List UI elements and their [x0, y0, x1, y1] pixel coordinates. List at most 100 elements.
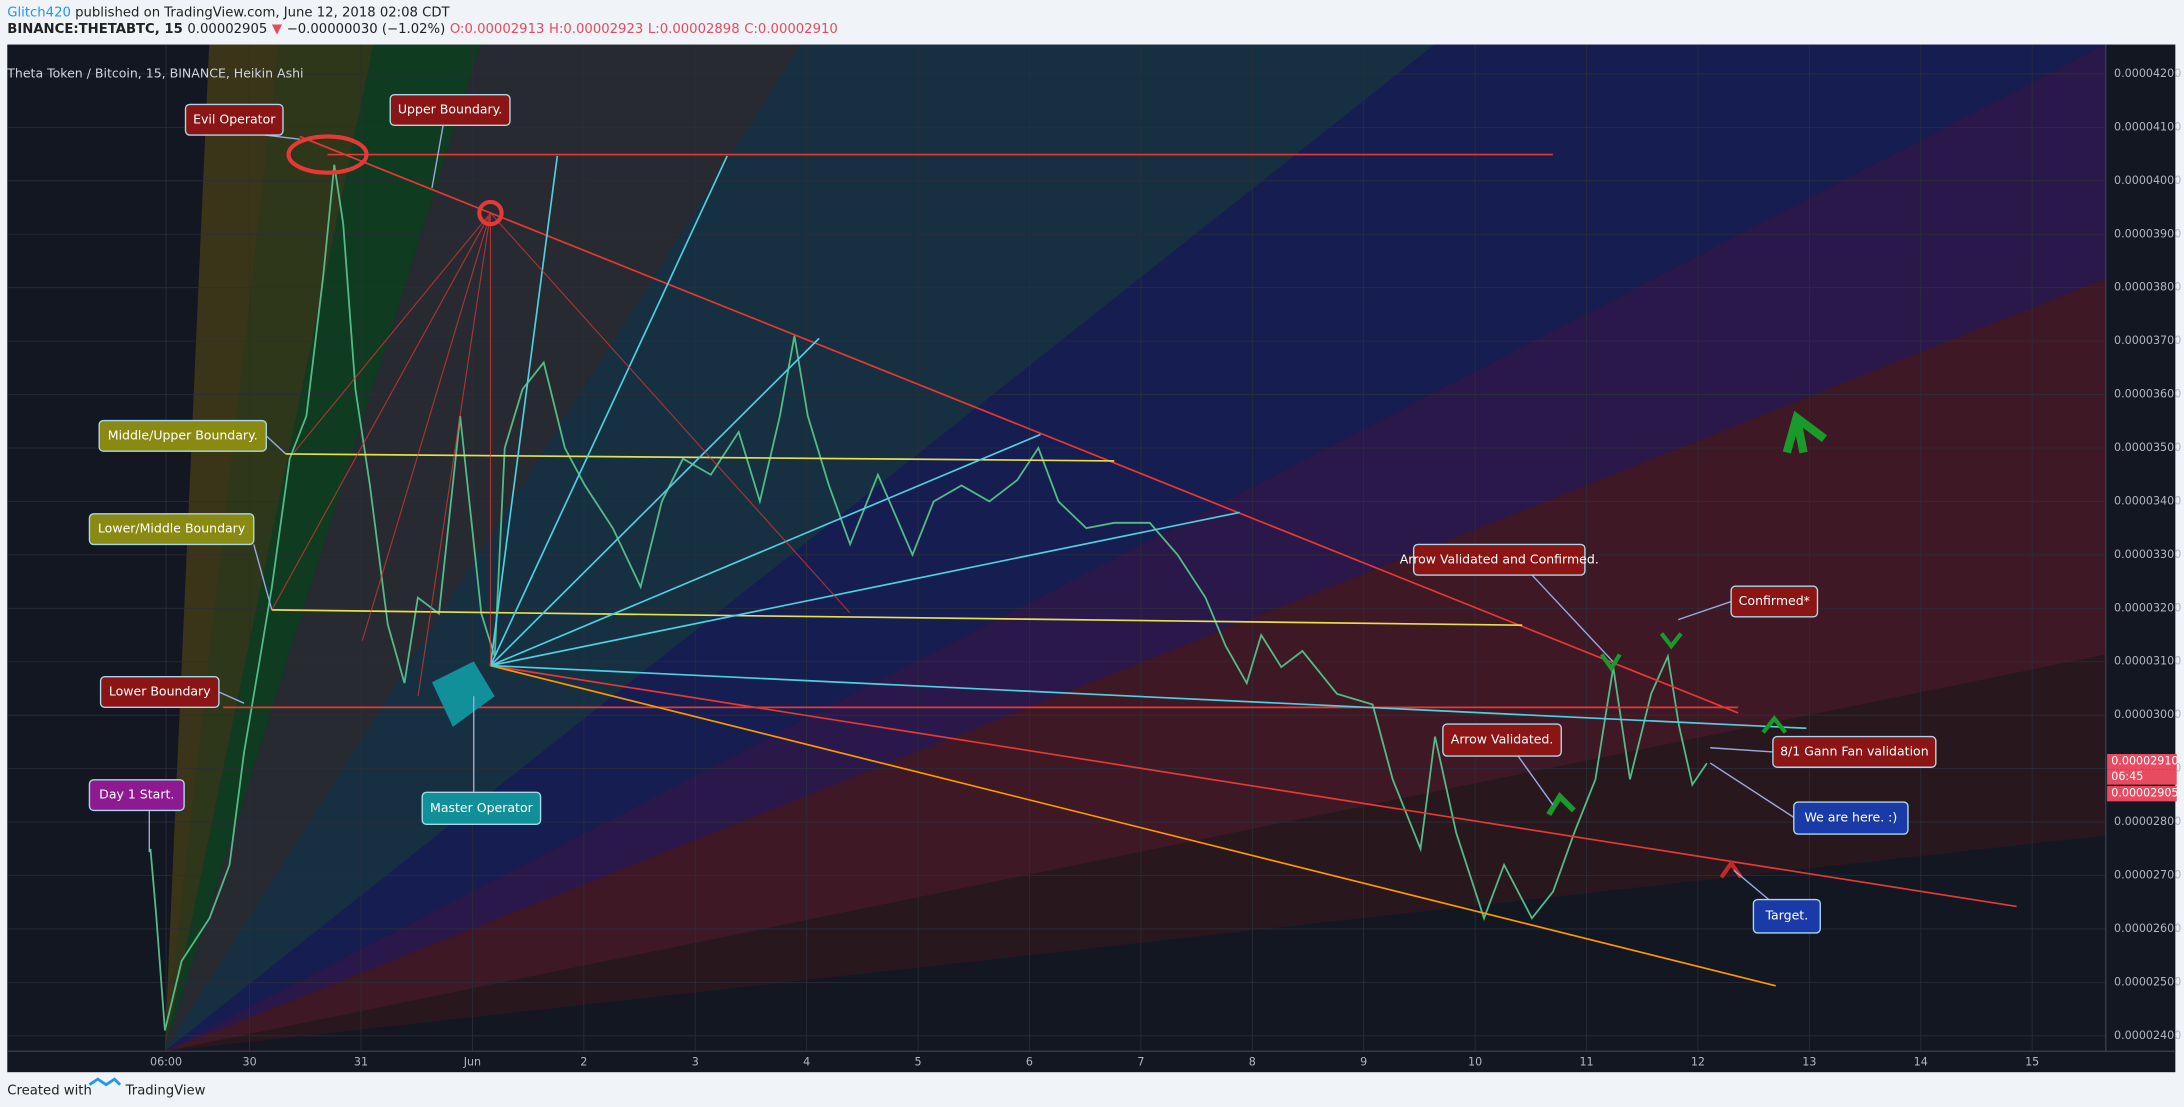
x-tick-label: 3 — [692, 1055, 699, 1068]
callout-text: Lower/Middle Boundary — [98, 521, 246, 536]
price-tag-label: 0.00002910 — [2111, 755, 2178, 768]
callout-pointer — [1677, 600, 1732, 621]
fan-zone — [164, 278, 2106, 1052]
drawings — [223, 134, 2017, 987]
callout-text: Evil Operator — [193, 111, 276, 126]
callout-pointer — [1710, 747, 1773, 753]
x-tick-label: 8 — [1249, 1055, 1256, 1068]
ohlc-low: L:0.00002898 — [648, 22, 740, 37]
y-tick-label: 0.00002600 — [2114, 922, 2181, 935]
callout-box — [88, 779, 185, 812]
callout-pointer — [1709, 762, 1795, 818]
red-fan — [271, 212, 851, 697]
y-tick-label: 0.00003700 — [2114, 334, 2181, 347]
x-tick-label: 14 — [1914, 1055, 1928, 1068]
fan-zone — [164, 44, 2106, 1052]
yellow-line — [271, 609, 1523, 627]
x-tick-label: 06:00 — [150, 1055, 182, 1068]
x-tick-label: 11 — [1579, 1055, 1593, 1068]
price-tag — [2107, 769, 2177, 785]
annotations: Evil Operator Upper Boundary. Middle/Upper… — [88, 93, 1937, 934]
callout-pointer — [1733, 869, 1770, 901]
y-tick-label: 0.00003400 — [2114, 494, 2181, 507]
x-tick-label: 30 — [243, 1055, 257, 1068]
callout-text: Day 1 Start. — [99, 787, 174, 802]
fan-zone — [164, 654, 2106, 1052]
x-tick-label: 5 — [915, 1055, 922, 1068]
gann-fan — [164, 44, 2106, 1052]
y-tick-label: 0.00003600 — [2114, 388, 2181, 401]
grid — [7, 44, 2106, 1052]
y-tick-label: 0.00002400 — [2114, 1029, 2181, 1042]
downtrend — [299, 135, 1739, 714]
change: −0.00000030 (−1.02%) — [287, 22, 446, 37]
callout-pointer — [265, 435, 287, 455]
price-tag — [2107, 786, 2177, 802]
tv-logo — [88, 1077, 122, 1087]
callout-box — [88, 513, 255, 546]
callout-text: Middle/Upper Boundary. — [108, 427, 258, 442]
x-tick-label: 4 — [803, 1055, 810, 1068]
y-tick-label: 0.00002500 — [2114, 975, 2181, 988]
y-tick-label: 0.00003900 — [2114, 227, 2181, 240]
up-arrow — [1546, 792, 1576, 817]
callout-text: Confirmed* — [1739, 593, 1810, 608]
cyan-trend — [490, 664, 1807, 730]
y-tick-label: 0.00003000 — [2114, 708, 2181, 721]
callout-box — [1752, 898, 1821, 934]
callout-box — [1772, 735, 1937, 768]
callout-box — [421, 791, 542, 826]
x-tick-label: Jun — [463, 1055, 481, 1068]
x-tick-label: 10 — [1468, 1055, 1482, 1068]
callout-text: Target. — [1764, 908, 1808, 923]
y-tick-label: 0.00003200 — [2114, 601, 2181, 614]
published: published on TradingView.com, June 12, 2… — [75, 6, 450, 21]
red-trend — [490, 664, 2017, 908]
down-arrow — [1659, 632, 1683, 650]
callout-text: We are here. :) — [1804, 810, 1897, 825]
price-line — [149, 164, 1708, 1031]
cyan-fan — [489, 155, 1240, 667]
callout-box — [1730, 585, 1819, 618]
callout-pointer — [218, 691, 245, 704]
master-shape — [431, 661, 495, 727]
price-tag-label: 0.00002905 — [2111, 787, 2178, 800]
author[interactable]: Glitch420 — [7, 6, 71, 21]
x-tick-label: 15 — [2025, 1055, 2039, 1068]
callout-text: Lower Boundary — [109, 684, 211, 699]
x-tick-label: 2 — [580, 1055, 587, 1068]
callout-text: Master Operator — [430, 800, 534, 815]
y-tick-label: 0.00003500 — [2114, 441, 2181, 454]
last: 0.00002905 — [187, 22, 267, 37]
callout-pointer — [1517, 755, 1554, 806]
footer-text: Created with — [7, 1083, 92, 1098]
x-tick-label: 9 — [1360, 1055, 1367, 1068]
callout-pointer — [431, 125, 444, 189]
price-tag-label: 06:45 — [2111, 770, 2143, 783]
callout-box — [98, 419, 267, 452]
ohlc-close: C:0.00002910 — [744, 22, 838, 37]
y-tick-label: 0.00004200 — [2114, 67, 2181, 80]
x-tick-label: 7 — [1137, 1055, 1144, 1068]
ohlc-open: O:0.00002913 — [450, 22, 545, 37]
footer-brand[interactable]: TradingView — [125, 1083, 206, 1098]
y-tick-label: 0.00003100 — [2114, 655, 2181, 668]
callout-text: Upper Boundary. — [398, 102, 502, 117]
up-arrow — [1761, 715, 1788, 734]
y-tick-label: 0.00002700 — [2114, 868, 2181, 881]
y-tick-label: 0.00004000 — [2114, 174, 2181, 187]
y-tick-label: 0.00003300 — [2114, 548, 2181, 561]
ohlc-high: H:0.00002923 — [549, 22, 643, 37]
x-tick-label: 12 — [1691, 1055, 1705, 1068]
chart-title: Theta Token / Bitcoin, 15, BINANCE, Heik… — [6, 65, 303, 80]
callout-text: 8/1 Gann Fan validation — [1780, 743, 1929, 758]
y-tick-label: 0.00002800 — [2114, 815, 2181, 828]
callout-pointer — [1531, 574, 1614, 662]
callout-box — [99, 676, 220, 709]
callout-box — [1793, 801, 1909, 835]
symbol: BINANCE:THETABTC, 15 — [7, 22, 183, 37]
price-layer — [149, 164, 1708, 1031]
arrow: ▼ — [272, 22, 283, 37]
